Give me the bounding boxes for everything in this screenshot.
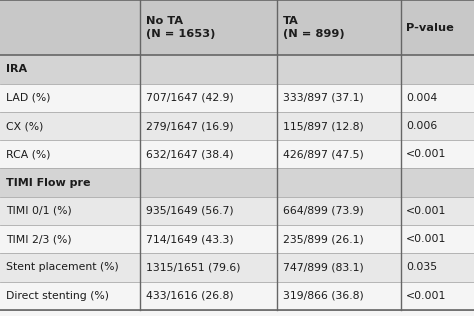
Text: LAD (%): LAD (%)	[6, 93, 50, 103]
Text: 0.004: 0.004	[406, 93, 438, 103]
Text: No TA
(N = 1653): No TA (N = 1653)	[146, 16, 215, 39]
Text: 664/899 (73.9): 664/899 (73.9)	[283, 206, 364, 216]
Text: P-value: P-value	[406, 23, 454, 33]
Text: 426/897 (47.5): 426/897 (47.5)	[283, 149, 364, 159]
Text: 0.006: 0.006	[406, 121, 438, 131]
Bar	[0, 253, 474, 282]
Text: <0.001: <0.001	[406, 291, 447, 301]
Text: 433/1616 (26.8): 433/1616 (26.8)	[146, 291, 233, 301]
Text: Direct stenting (%): Direct stenting (%)	[6, 291, 109, 301]
Text: TIMI 2/3 (%): TIMI 2/3 (%)	[6, 234, 71, 244]
Text: RCA (%): RCA (%)	[6, 149, 50, 159]
Text: 747/899 (83.1): 747/899 (83.1)	[283, 262, 364, 272]
Bar	[0, 84, 474, 112]
Text: IRA: IRA	[6, 64, 27, 75]
Text: <0.001: <0.001	[406, 206, 447, 216]
Text: TIMI 0/1 (%): TIMI 0/1 (%)	[6, 206, 72, 216]
Text: 333/897 (37.1): 333/897 (37.1)	[283, 93, 364, 103]
Text: TA
(N = 899): TA (N = 899)	[283, 16, 345, 39]
Text: <0.001: <0.001	[406, 149, 447, 159]
Bar	[0, 0, 474, 55]
Bar	[0, 140, 474, 168]
Text: 235/899 (26.1): 235/899 (26.1)	[283, 234, 364, 244]
Bar	[0, 168, 474, 197]
Text: 0.035: 0.035	[406, 262, 438, 272]
Text: <0.001: <0.001	[406, 234, 447, 244]
Text: 632/1647 (38.4): 632/1647 (38.4)	[146, 149, 233, 159]
Text: TIMI Flow pre: TIMI Flow pre	[6, 178, 90, 188]
Text: 1315/1651 (79.6): 1315/1651 (79.6)	[146, 262, 240, 272]
Bar	[0, 112, 474, 140]
Bar	[0, 282, 474, 310]
Text: 714/1649 (43.3): 714/1649 (43.3)	[146, 234, 233, 244]
Text: 707/1647 (42.9): 707/1647 (42.9)	[146, 93, 233, 103]
Text: 115/897 (12.8): 115/897 (12.8)	[283, 121, 364, 131]
Text: 319/866 (36.8): 319/866 (36.8)	[283, 291, 364, 301]
Text: Stent placement (%): Stent placement (%)	[6, 262, 118, 272]
Text: 279/1647 (16.9): 279/1647 (16.9)	[146, 121, 233, 131]
Bar	[0, 197, 474, 225]
Text: 935/1649 (56.7): 935/1649 (56.7)	[146, 206, 233, 216]
Bar	[0, 55, 474, 84]
Bar	[0, 225, 474, 253]
Text: CX (%): CX (%)	[6, 121, 43, 131]
